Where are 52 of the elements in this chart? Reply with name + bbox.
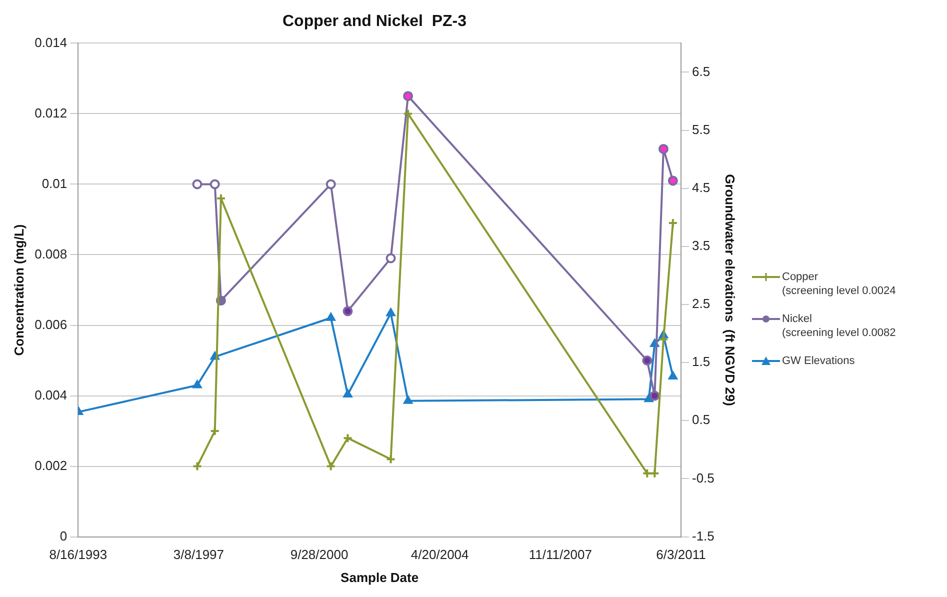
point [386,253,396,264]
y2-tick-label: -1.5 [692,528,714,544]
x-tick-label: 11/11/2007 [528,547,592,562]
point [343,390,352,398]
point [403,91,414,102]
x-axis-title: Sample Date [340,570,419,585]
y2-tick-label: -0.5 [692,470,714,486]
y-tick-label: 0 [60,528,68,544]
legend-label: Copper (screening level 0.0024 [782,270,896,298]
x-tick-label: 8/16/1993 [49,547,108,562]
x-tick-label: 3/8/1997 [173,547,224,562]
y2-tick-label: 4.5 [692,180,710,195]
point [342,306,353,316]
y-tick-label: 0.014 [34,34,68,50]
x-tick-label: 4/20/2004 [410,547,469,562]
legend-label: GW Elevations [782,354,855,368]
point [642,468,652,478]
point [192,179,202,190]
point [650,468,660,478]
legend-label: Nickel (screening level 0.0082 [782,312,896,340]
y2-tick-label: 3.5 [692,238,710,254]
point [668,176,678,186]
point [192,380,202,388]
point [668,372,678,380]
y2-tick-label: 5.5 [692,122,710,137]
x-tick-label: 6/3/2011 [656,547,706,562]
point [326,312,336,321]
point [326,461,336,472]
point [658,144,668,154]
point [650,390,660,401]
y-axis-title: Concentration (mg/L) [11,224,26,356]
y2-tick-label: 2.5 [692,296,710,312]
point [326,179,336,190]
y-tick-label: 0.004 [34,387,68,402]
x-tick-label: 9/28/2000 [290,547,348,562]
point [404,396,413,404]
point [644,394,654,402]
y2-tick-label: 6.5 [692,64,710,79]
y-tick-label: 0.008 [34,246,68,262]
y-tick-label: 0.002 [34,458,68,473]
y-tick-label: 0.01 [42,176,68,191]
y2-tick-label: 0.5 [692,412,710,428]
point [210,179,220,190]
chart-title: Copper and Nickel PZ-3 [282,13,467,30]
point [386,308,396,316]
y-tick-label: 0.006 [34,316,68,332]
y-tick-label: 0.012 [34,105,68,120]
point [642,356,652,366]
point [386,454,396,464]
y2-tick-label: 1.5 [692,354,710,370]
point [210,426,220,436]
y2-axis-title: Groundwater elevations (ft NGVD 29) [722,174,738,406]
